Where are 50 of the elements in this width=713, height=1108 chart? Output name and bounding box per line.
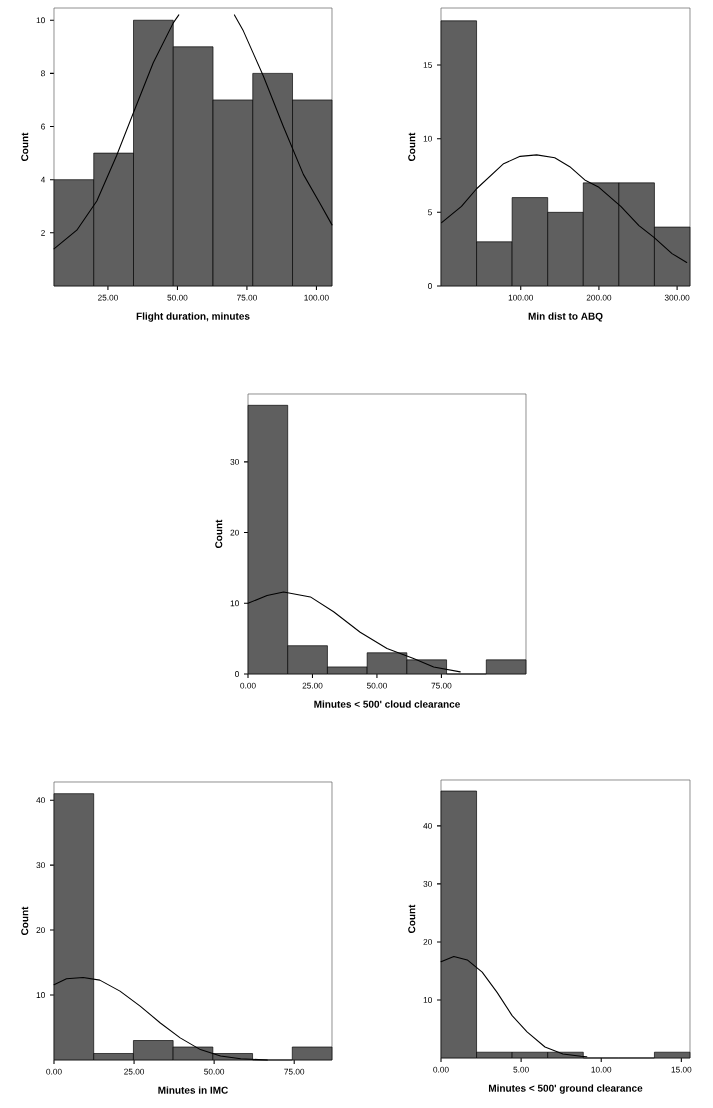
y-tick-label: 15: [423, 62, 432, 68]
y-tick-label: 20: [423, 938, 432, 945]
y-axis-title: Count: [408, 132, 416, 162]
x-axis-title: Minutes < 500' ground clearance: [488, 1084, 643, 1094]
x-tick-label: 50.00: [366, 682, 387, 689]
y-tick-label: 30: [36, 862, 45, 869]
y-tick-label: 8: [41, 70, 45, 77]
x-axis-title: Flight duration, minutes: [136, 312, 250, 322]
x-tick-label: 25.00: [302, 682, 323, 689]
y-tick-label: 0: [428, 283, 432, 289]
x-tick-label: 50.00: [167, 294, 188, 301]
x-tick-label: 0.00: [46, 1068, 62, 1075]
y-tick-label: 30: [423, 880, 432, 887]
y-tick-label: 20: [230, 529, 239, 536]
x-axis-title: Minutes in IMC: [158, 1086, 228, 1094]
y-tick-label: 5: [428, 209, 432, 216]
y-axis-title: Count: [408, 904, 416, 934]
y-tick-label: 2: [41, 229, 45, 236]
x-tick-label: 100.00: [508, 294, 534, 301]
x-tick-label: 15.00: [671, 1066, 692, 1073]
y-tick-label: 0: [235, 671, 239, 677]
x-tick-label: 100.00: [304, 294, 329, 301]
y-axis-title: Count: [215, 519, 223, 549]
x-axis-title: Minutes < 500' cloud clearance: [314, 700, 460, 708]
y-tick-label: 6: [41, 123, 45, 130]
y-tick-label: 20: [36, 927, 45, 934]
y-tick-label: 40: [36, 797, 45, 804]
y-tick-label: 10: [423, 135, 432, 142]
x-tick-label: 25.00: [124, 1068, 145, 1075]
x-tick-label: 75.00: [431, 682, 452, 689]
y-tick-label: 10: [423, 997, 432, 1003]
x-tick-label: 25.00: [98, 294, 118, 301]
x-axis-title: Min dist to ABQ: [528, 312, 603, 322]
y-tick-label: 30: [230, 458, 239, 465]
x-tick-label: 200.00: [586, 294, 612, 301]
x-tick-label: 0.00: [240, 682, 256, 689]
x-tick-label: 300.00: [664, 294, 690, 301]
x-tick-label: 10.00: [591, 1066, 612, 1073]
y-axis-title: Count: [21, 906, 29, 936]
x-tick-label: 75.00: [237, 294, 257, 301]
y-axis-title: Count: [21, 132, 29, 162]
y-tick-label: 40: [423, 822, 432, 829]
x-tick-label: 50.00: [204, 1068, 225, 1075]
y-tick-label: 10: [36, 17, 45, 24]
y-tick-label: 4: [40, 176, 46, 183]
x-tick-label: 5.00: [513, 1066, 529, 1073]
y-tick-label: 10: [230, 600, 239, 607]
y-tick-label: 10: [36, 992, 45, 998]
x-tick-label: 0.00: [433, 1066, 449, 1073]
x-tick-label: 75.00: [284, 1068, 305, 1075]
